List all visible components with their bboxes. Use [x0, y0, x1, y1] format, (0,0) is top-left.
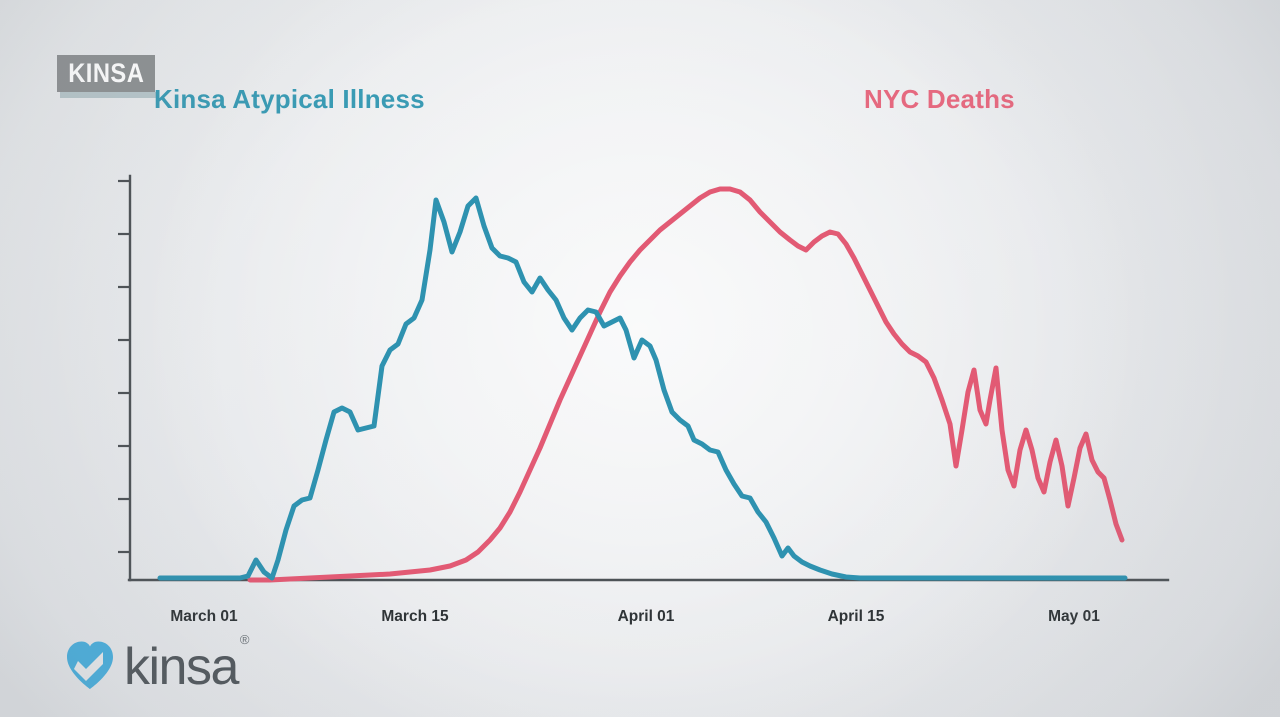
y-axis-ticks — [118, 179, 131, 554]
series-line-nyc-deaths — [247, 186, 1125, 583]
kinsa-wordmark: kinsa — [124, 638, 239, 696]
kinsa-badge-label: KINSA — [67, 58, 145, 88]
x-axis-label-may-01: May 01 — [1048, 608, 1100, 625]
chart-series-group — [157, 186, 1128, 583]
chart-axes — [118, 174, 1170, 582]
series-line-kinsa-atypical-illness — [157, 195, 1128, 581]
legend-label-kinsa-atypical-illness: Kinsa Atypical Illness — [154, 84, 425, 114]
kinsa-badge-underline — [60, 92, 156, 98]
legend-label-nyc-deaths: NYC Deaths — [864, 84, 1015, 114]
kinsa-footer-logo: kinsa ® — [62, 631, 250, 696]
kinsa-badge: KINSA — [57, 55, 155, 92]
x-axis-label-april-15: April 15 — [827, 608, 885, 625]
x-axis-label-april-01: April 01 — [617, 608, 675, 625]
x-axis-label-march-15: March 15 — [381, 608, 449, 625]
kinsa-heart-check-icon — [67, 641, 113, 689]
x-axis-label-march-01: March 01 — [170, 608, 238, 625]
registered-mark: ® — [239, 631, 250, 647]
